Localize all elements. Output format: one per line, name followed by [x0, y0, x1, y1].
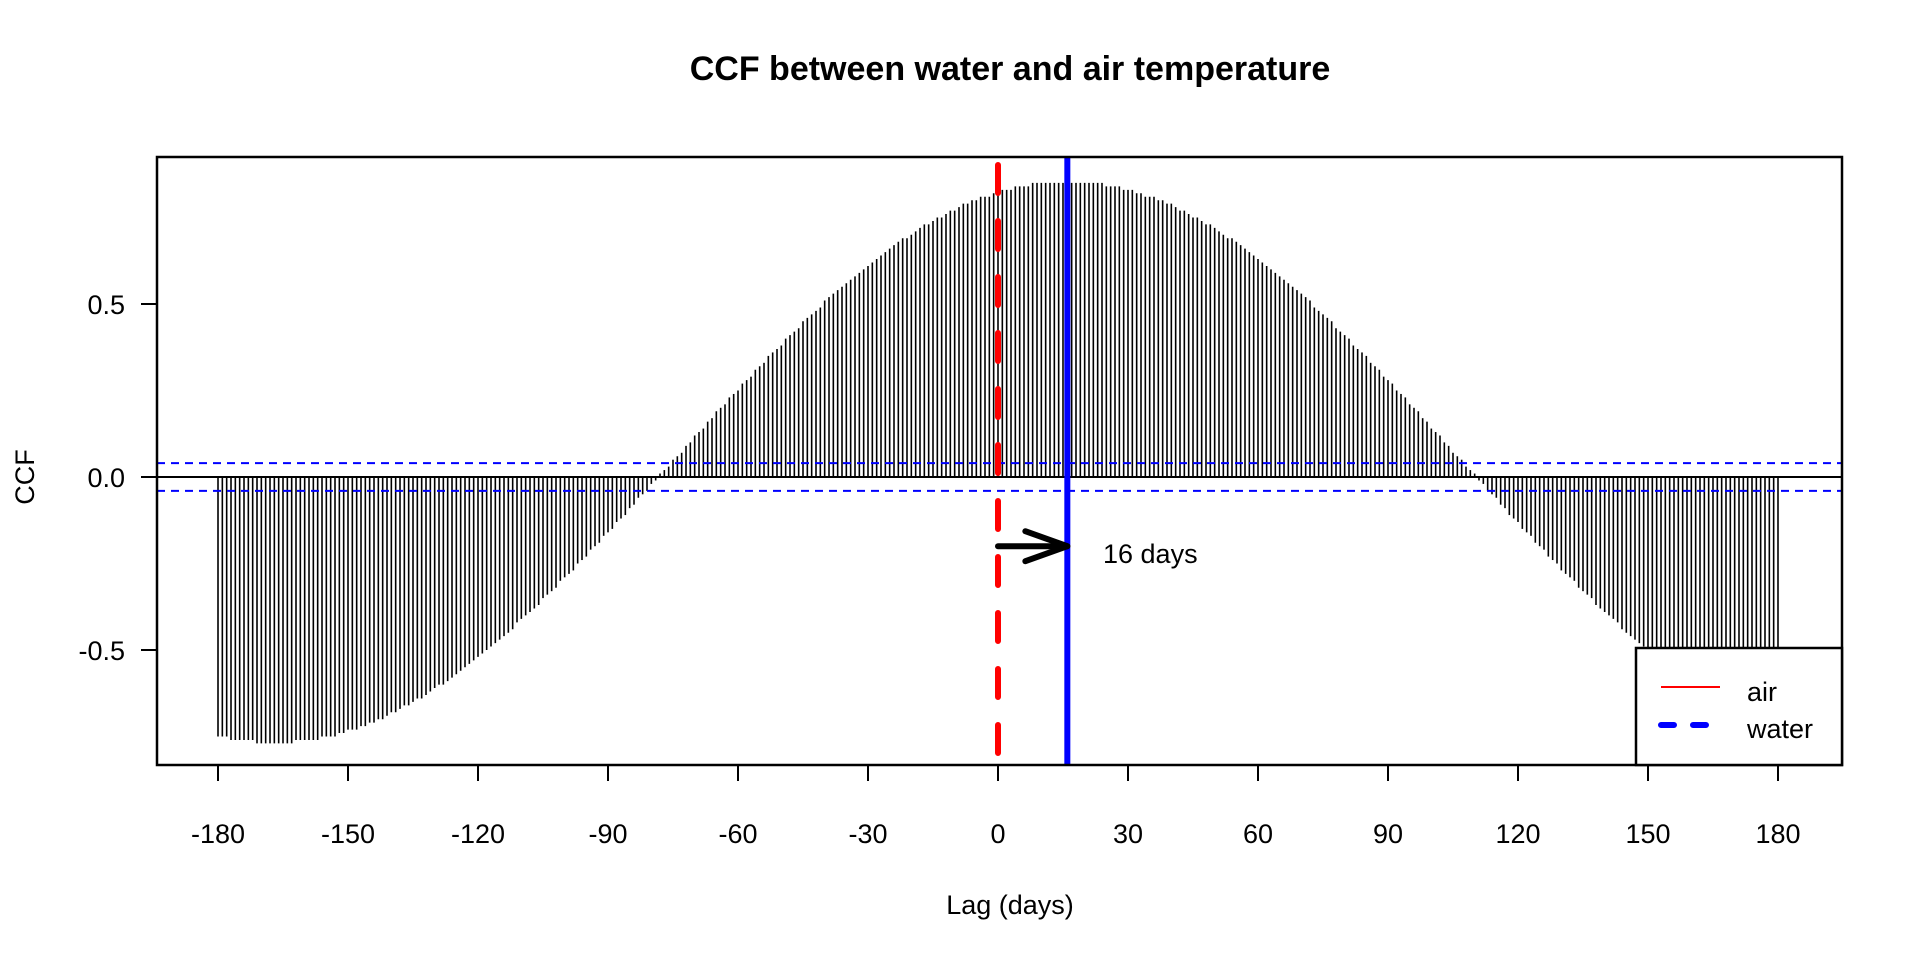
x-tick-label: -30	[848, 819, 887, 849]
x-axis-label: Lag (days)	[946, 890, 1074, 920]
x-tick-label: 60	[1243, 819, 1273, 849]
legend-box	[1634, 646, 1844, 767]
x-tick-label: 0	[990, 819, 1005, 849]
x-tick-label: -120	[451, 819, 505, 849]
y-axis: -0.5 0.0 0.5	[78, 290, 157, 666]
x-tick-label: 120	[1495, 819, 1540, 849]
x-tick-label: -180	[191, 819, 245, 849]
y-tick-label: 0.5	[87, 290, 125, 320]
y-tick-label: -0.5	[78, 636, 125, 666]
x-tick-label: 30	[1113, 819, 1143, 849]
lag-arrow	[995, 528, 1071, 565]
x-tick-label: 180	[1755, 819, 1800, 849]
legend-label-water: water	[1746, 714, 1813, 744]
plot-frame	[155, 155, 1844, 767]
x-axis: -180 -150 -120 -90 -60 -30 0 30 60 90 120 150 180	[191, 765, 1801, 849]
legend: air water	[1634, 646, 1844, 767]
reference-lines	[995, 157, 1071, 768]
x-tick-label: 90	[1373, 819, 1403, 849]
chart-title: CCF between water and air temperature	[690, 50, 1331, 88]
x-tick-label: -150	[321, 819, 375, 849]
x-tick-label: -60	[718, 819, 757, 849]
ccf-bars	[217, 182, 1779, 744]
legend-label-air: air	[1747, 677, 1777, 707]
x-tick-label: 150	[1625, 819, 1670, 849]
x-tick-label: -90	[588, 819, 627, 849]
y-axis-label: CCF	[10, 449, 40, 505]
arrow-head-icon	[1022, 528, 1071, 565]
lag-annotation: 16 days	[1103, 539, 1198, 569]
y-tick-label: 0.0	[87, 463, 125, 493]
